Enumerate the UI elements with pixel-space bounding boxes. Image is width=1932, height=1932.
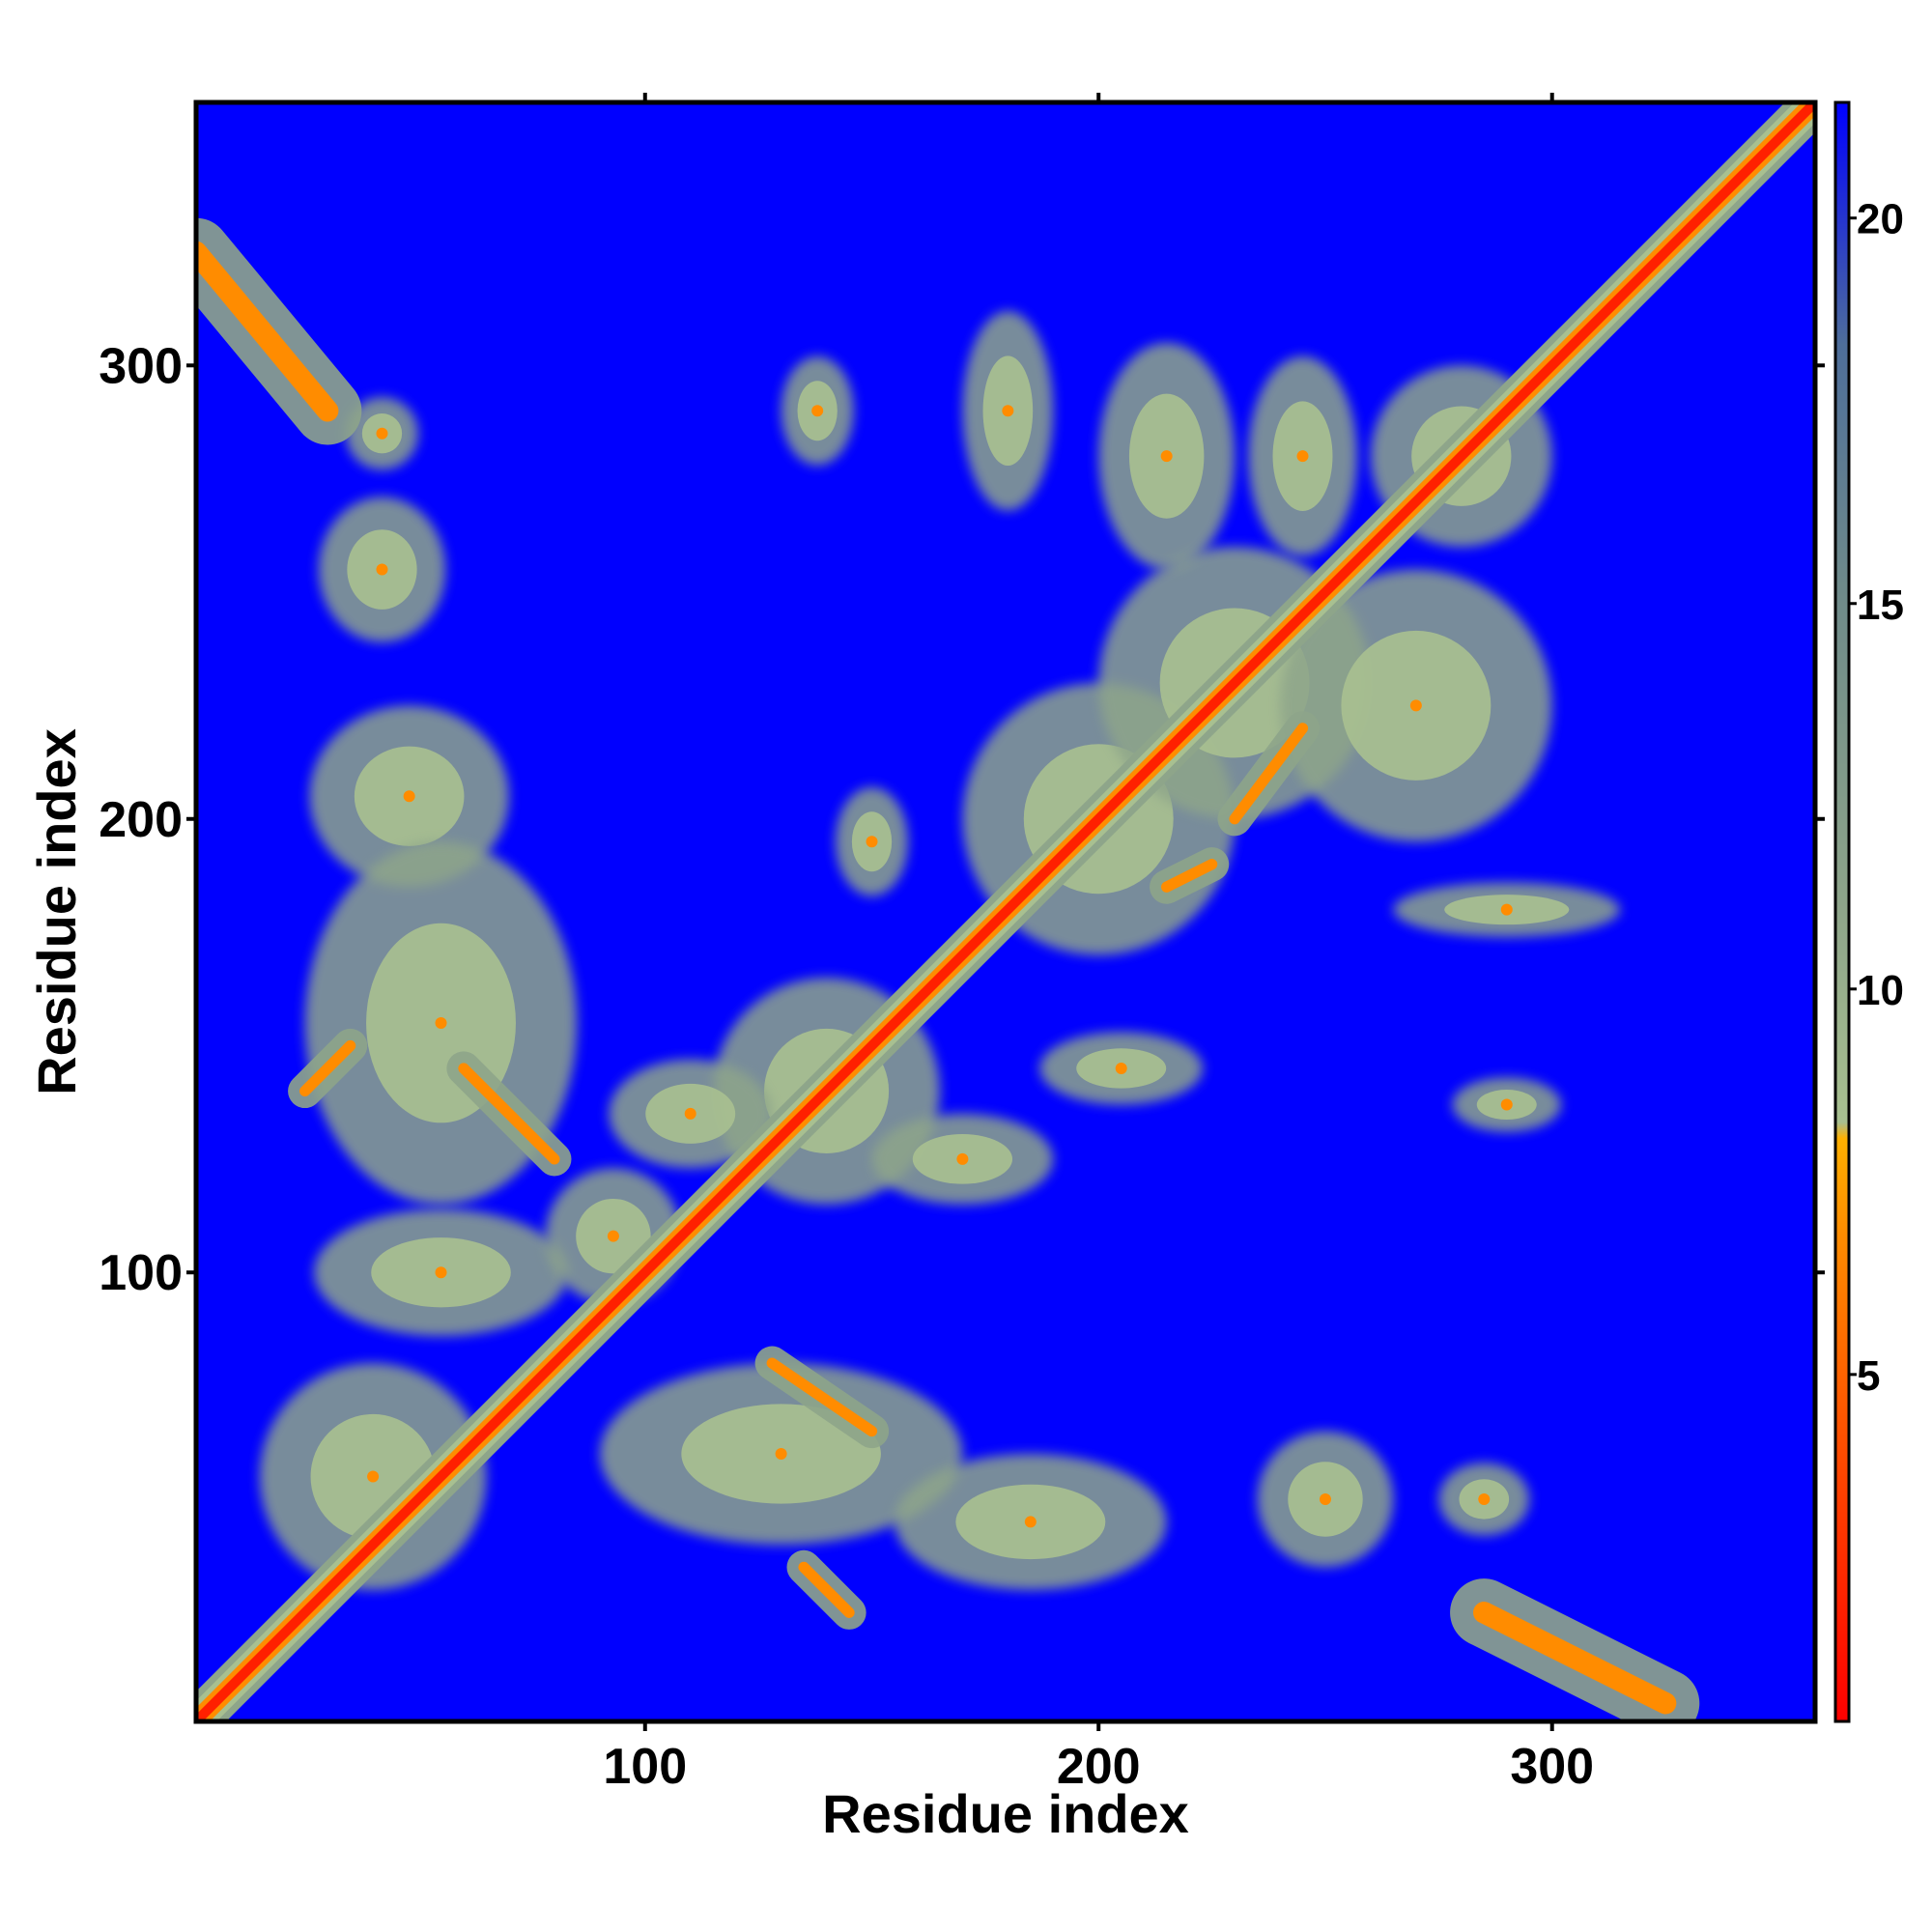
contact-cluster (196, 217, 362, 445)
x-tick-label: 300 (1510, 1739, 1594, 1795)
contact-cluster (1248, 355, 1357, 556)
contact-cluster (754, 1346, 890, 1449)
contact-cluster (1039, 1032, 1204, 1105)
contact-cluster (309, 705, 509, 888)
contact-cluster (1393, 882, 1621, 937)
contact-cluster (871, 1113, 1054, 1205)
contact-cluster (609, 1059, 773, 1169)
colorbar-tick-label: 10 (1857, 967, 1904, 1014)
contact-cluster (962, 310, 1054, 511)
contact-cluster (599, 1363, 963, 1545)
x-axis-label: Residue index (822, 1783, 1189, 1844)
contact-cluster (781, 355, 854, 466)
contact-cluster (835, 786, 909, 896)
contact-cluster (1452, 1077, 1562, 1132)
x-axis-ticks: 100 200 300 (603, 93, 1594, 1795)
contact-cluster (288, 1028, 368, 1109)
y-axis-ticks: 100 200 300 (99, 338, 1825, 1301)
y-tick-label: 300 (99, 338, 183, 394)
colorbar-tick-label: 15 (1857, 582, 1904, 629)
x-tick-label: 100 (603, 1739, 687, 1795)
colorbar-ticks: 5 10 15 20 (1849, 196, 1904, 1400)
contact-cluster (1150, 847, 1230, 904)
colorbar (1833, 100, 1851, 1723)
contact-cluster (314, 1208, 568, 1336)
y-tick-label: 200 (99, 792, 183, 848)
x-tick-label: 200 (1057, 1739, 1141, 1795)
diagonal-stripe (196, 102, 1815, 1721)
y-tick-label: 100 (99, 1245, 183, 1301)
contact-cluster (1217, 711, 1321, 837)
contact-cluster (894, 1454, 1167, 1590)
y-axis-label: Residue index (26, 728, 87, 1095)
contact-cluster (1257, 1431, 1394, 1568)
contact-cluster (318, 497, 446, 642)
plot-frame (193, 99, 1818, 1724)
contact-cluster (1280, 569, 1552, 842)
colorbar-tick-label: 5 (1857, 1352, 1880, 1400)
contact-cluster (786, 1549, 867, 1630)
contact-features (196, 217, 1700, 1721)
colorbar-tick-label: 20 (1857, 196, 1904, 243)
diagonal-band (196, 102, 1815, 1721)
contact-cluster (1098, 342, 1236, 570)
contact-cluster (446, 1051, 572, 1177)
contact-cluster (345, 397, 419, 470)
contact-cluster (1450, 1578, 1700, 1721)
contact-cluster (1438, 1463, 1530, 1536)
